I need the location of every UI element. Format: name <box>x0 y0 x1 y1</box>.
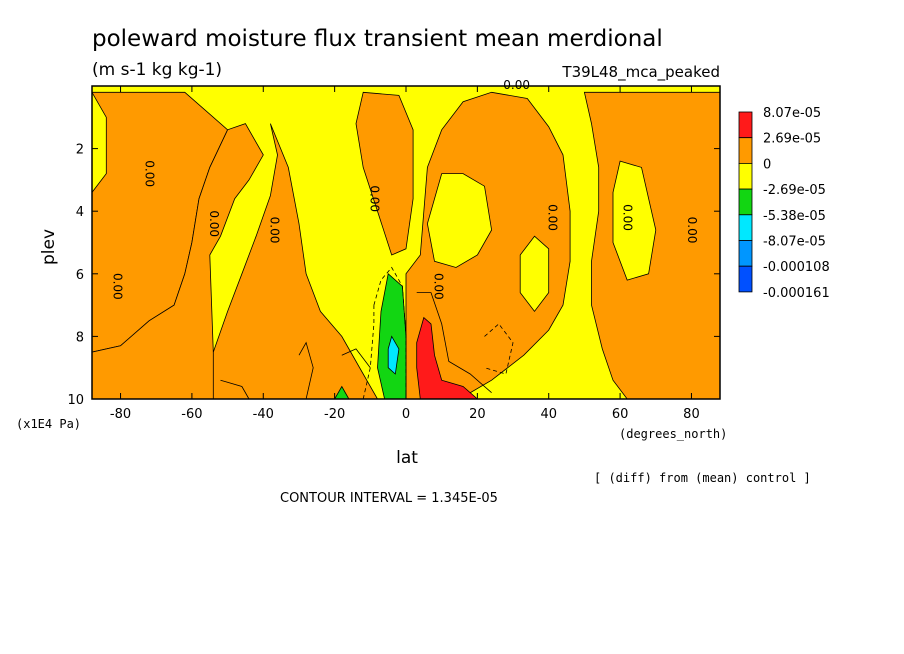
color-legend: 8.07e-05 2.69e-05 0 -2.69e-05 -5.38e-05 -8.07… <box>738 106 830 301</box>
contour-label-2: 0.00 <box>207 210 221 237</box>
contour-label-7: 0.00 <box>546 204 560 231</box>
contour-label-0: 0.00 <box>110 273 124 300</box>
legend-level-0: 8.07e-05 <box>763 106 821 121</box>
filled-region-7 <box>426 173 493 268</box>
x-axis: -80 -60 -40 -20 0 20 40 60 80 <box>110 86 700 422</box>
contour-label-1: 0.00 <box>143 160 157 187</box>
filled-region-12 <box>387 335 400 375</box>
contour-label-5: 0.00 <box>432 273 446 300</box>
x-tick-label-6: 40 <box>540 407 557 422</box>
y-tick-label-4: 10 <box>67 393 84 408</box>
x-tick-label-2: -40 <box>253 407 274 422</box>
plot-area: 0.00 0.00 0.00 0.00 0.00 0.00 0.00 0.00 0.00 0.00 <box>91 78 721 400</box>
contour-label-9: 0.00 <box>685 217 699 244</box>
legend-swatch-4 <box>738 214 753 241</box>
contour-line-3 <box>416 292 492 394</box>
y-tick-label-1: 4 <box>76 205 84 220</box>
experiment-name: T39L48_mca_peaked <box>561 63 720 82</box>
y-tick-label-2: 6 <box>76 268 84 283</box>
contour-interval: CONTOUR INTERVAL = 1.345E-05 <box>280 491 498 506</box>
legend-level-3: -2.69e-05 <box>763 183 826 198</box>
filled-region-8 <box>519 235 550 313</box>
contour-line-2 <box>484 323 514 375</box>
contour-lines <box>220 266 514 400</box>
contour-line-6 <box>341 348 371 368</box>
filled-region-13 <box>416 316 479 400</box>
legend-swatch-3 <box>738 188 753 216</box>
legend-level-5: -8.07e-05 <box>763 235 826 250</box>
legend-swatch-6 <box>738 265 753 293</box>
contour-label-4: 0.00 <box>367 185 381 212</box>
contour-label-3: 0.00 <box>267 217 281 244</box>
y-tick-label-0: 2 <box>76 143 84 158</box>
y-axis-units: (x1E4 Pa) <box>16 417 81 431</box>
filled-region-4 <box>405 91 571 400</box>
contour-label-6: 0.00 <box>503 78 530 92</box>
legend-level-1: 2.69e-05 <box>763 132 821 147</box>
x-axis-label: lat <box>396 448 418 468</box>
contour-labels: 0.00 0.00 0.00 0.00 0.00 0.00 0.00 0.00 0.00 0.00 <box>110 78 699 300</box>
legend-swatch-0 <box>738 111 753 139</box>
contour-line-1 <box>362 305 375 400</box>
chart-title: poleward moisture flux transient mean me… <box>92 26 663 52</box>
legend-level-6: -0.000108 <box>763 260 830 275</box>
legend-level-4: -5.38e-05 <box>763 209 826 224</box>
x-tick-label-1: -60 <box>181 407 202 422</box>
contour-line-4 <box>298 341 314 400</box>
contour-line-5 <box>220 379 250 400</box>
chart-units: (m s-1 kg kg-1) <box>92 60 222 80</box>
diff-note: [ (diff) from (mean) control ] <box>594 471 811 485</box>
legend-swatch-2 <box>738 162 753 190</box>
legend-swatch-1 <box>738 137 753 164</box>
y-axis-label: plev <box>39 229 59 265</box>
y-axis: 2 4 6 8 10 <box>67 143 720 408</box>
y-tick-label-3: 8 <box>76 330 84 345</box>
x-axis-units: (degrees_north) <box>619 427 727 441</box>
filled-region-6 <box>612 160 657 281</box>
x-tick-label-0: -80 <box>110 407 131 422</box>
x-tick-label-3: -20 <box>324 407 345 422</box>
filled-region-3 <box>355 91 414 256</box>
legend-swatch-5 <box>738 240 753 267</box>
contour-line-0 <box>373 266 407 399</box>
x-tick-label-4: 0 <box>402 407 410 422</box>
contour-label-8: 0.00 <box>621 204 635 231</box>
x-tick-label-8: 80 <box>683 407 700 422</box>
legend-level-2: 0 <box>763 157 771 172</box>
x-tick-label-7: 60 <box>612 407 629 422</box>
x-tick-label-5: 20 <box>469 407 486 422</box>
filled-regions <box>91 90 721 400</box>
legend-level-7: -0.000161 <box>763 286 830 301</box>
